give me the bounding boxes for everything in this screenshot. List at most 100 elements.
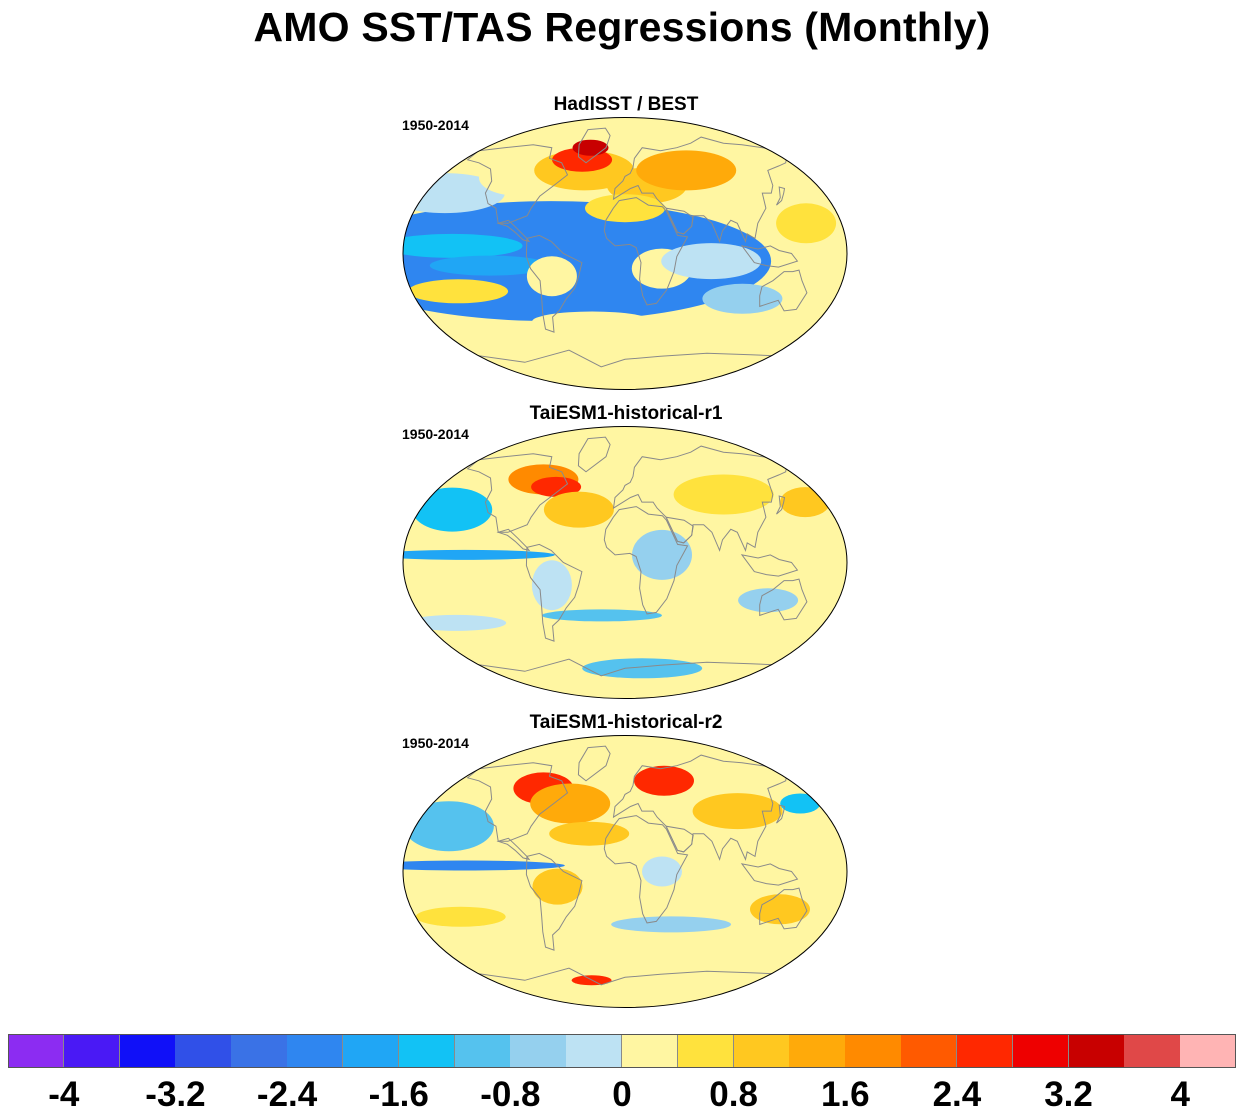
anomaly-region [542, 609, 662, 622]
coastline-indonesia [740, 245, 799, 268]
colorbar-label: 0 [612, 1075, 632, 1114]
colorbar-swatch [63, 1034, 121, 1068]
panel-period: 1950-2014 [402, 117, 469, 133]
colorbar-swatch [622, 1034, 679, 1068]
colorbar-swatch [677, 1034, 735, 1068]
anomaly-region [415, 906, 506, 927]
anomaly-region [530, 783, 611, 824]
map-panel-hadisst: HadISST / BEST 1950-2014 [396, 94, 856, 394]
colorbar-swatch [733, 1034, 790, 1068]
anomaly-region [776, 203, 837, 244]
world-map [402, 735, 848, 1008]
map-panel-taiesm1-r1: TaiESM1-historical-r1 1950-2014 [396, 403, 856, 703]
colorbar-label: -2.4 [256, 1075, 318, 1114]
colorbar-swatch [1068, 1034, 1125, 1068]
map-border [402, 426, 848, 699]
colorbar-swatch [8, 1034, 65, 1068]
anomaly-region [403, 801, 494, 852]
coastline-arabia [665, 825, 694, 853]
anomaly-region [780, 793, 821, 814]
coastline-greenland [577, 745, 611, 782]
colorbar-label: -3.2 [145, 1075, 206, 1114]
anomaly-region [403, 860, 565, 871]
colorbar-swatch [901, 1034, 958, 1068]
figure-title: AMO SST/TAS Regressions (Monthly) [253, 4, 991, 50]
anomaly-region [661, 243, 762, 280]
anomaly-region [531, 476, 582, 497]
colorbar-swatch [845, 1034, 902, 1068]
anomaly-region [412, 487, 493, 532]
coastline-australia [759, 269, 808, 312]
colorbar-label: 1.6 [820, 1075, 870, 1114]
coastline-japan [776, 804, 786, 824]
coastline-southAmerica [525, 852, 583, 951]
coastline-australia [759, 578, 808, 621]
anomaly-region [532, 311, 653, 332]
colorbar-label: 0.8 [709, 1075, 758, 1114]
coastline-antarctica [460, 658, 785, 699]
anomaly-region [673, 474, 774, 515]
colorbar-label: -1.6 [368, 1075, 429, 1114]
coastline-australia [759, 887, 808, 930]
colorbar-swatch [287, 1034, 344, 1068]
anomaly-region [642, 856, 682, 887]
anomaly-region [531, 560, 572, 611]
coastline-greenland [577, 436, 611, 473]
coastline-centralAmerica [496, 837, 531, 861]
panel-period: 1950-2014 [402, 426, 469, 442]
panel-title: HadISST / BEST [553, 94, 699, 115]
colorbar-label: -0.8 [480, 1075, 541, 1114]
anomaly-region [429, 255, 550, 276]
anomaly-region [702, 283, 783, 314]
anomaly-region [572, 139, 609, 156]
anomaly-region [405, 502, 845, 623]
coastline-greenland [577, 127, 611, 164]
coastline-antarctica [460, 349, 785, 390]
panel-period: 1950-2014 [402, 735, 469, 751]
colorbar-label: 3.2 [1044, 1075, 1093, 1114]
coastline-antarctica [460, 967, 785, 1008]
anomaly-region [408, 279, 509, 304]
anomaly-region [738, 588, 799, 613]
coastline-arabia [665, 516, 694, 544]
coastline-northAmerica [466, 144, 569, 224]
map-panel-taiesm1-r2: TaiESM1-historical-r2 1950-2014 [396, 712, 856, 1012]
colorbar-label: -4 [48, 1075, 80, 1114]
colorbar-swatch [1012, 1034, 1070, 1068]
colorbar-swatch [342, 1034, 400, 1068]
colorbar-swatch [1180, 1034, 1237, 1068]
anomaly-region [405, 811, 845, 932]
anomaly-region [692, 793, 783, 830]
colorbar-swatch [119, 1034, 176, 1068]
anomaly-region [549, 821, 630, 846]
anomaly-region [403, 549, 555, 560]
panel-title: TaiESM1-historical-r2 [529, 712, 723, 733]
coastline-southAmerica [525, 234, 583, 333]
colorbar-swatch [231, 1034, 288, 1068]
colorbar-swatch [789, 1034, 846, 1068]
colorbar-swatch [175, 1034, 232, 1068]
anomaly-region [611, 916, 732, 933]
coastline-arabia [665, 207, 694, 235]
colorbar-swatch [956, 1034, 1014, 1068]
coastline-centralAmerica [496, 219, 531, 243]
coastline-africa [603, 197, 689, 306]
anomaly-region [406, 614, 507, 631]
map-border [402, 117, 848, 390]
colorbar-swatch [454, 1034, 511, 1068]
coastline-africa [603, 506, 689, 615]
coastline-centralAmerica [496, 528, 531, 552]
world-map [402, 426, 848, 699]
anomaly-region [532, 868, 583, 905]
coastline-northAmerica [466, 762, 569, 842]
colorbar-label: 2.4 [932, 1075, 982, 1114]
anomaly-region [750, 894, 810, 925]
coastline-africa [603, 815, 689, 924]
coastline-indonesia [740, 554, 799, 577]
anomaly-region [780, 487, 831, 518]
world-map [402, 117, 848, 390]
coastline-japan [776, 186, 786, 206]
anomaly-region [543, 491, 614, 528]
anomaly-region [582, 658, 703, 679]
coastline-northAmerica [466, 453, 569, 533]
